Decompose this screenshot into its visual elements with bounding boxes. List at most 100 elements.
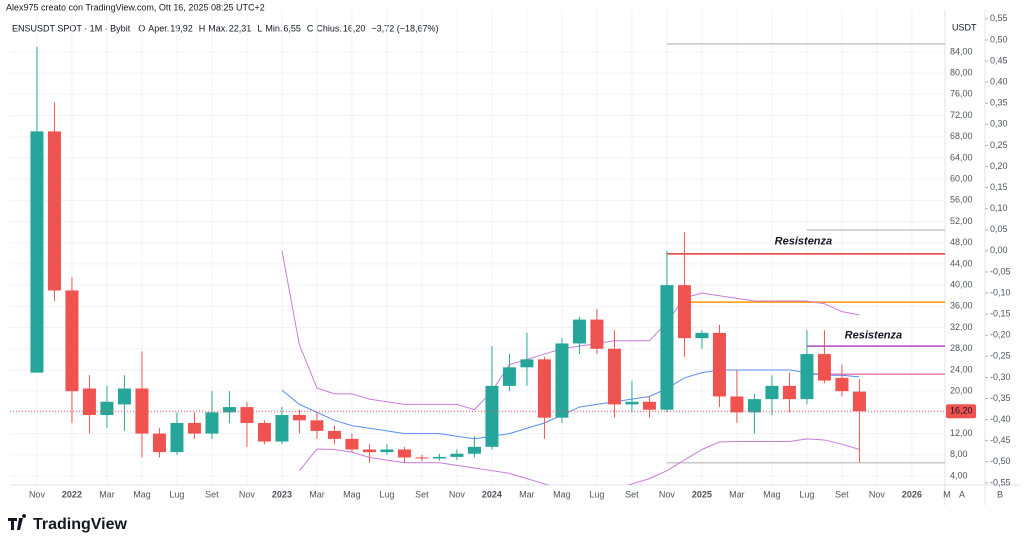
legend-text: Max.	[208, 23, 228, 33]
x-tick-label: Mar	[519, 489, 535, 499]
x-tick-label: Set	[415, 489, 429, 499]
candle-body	[152, 433, 166, 453]
x-tick-label: Lug	[379, 489, 394, 499]
candle-body	[275, 415, 289, 442]
candle-body	[572, 319, 586, 344]
candle-body	[380, 449, 394, 453]
candle-body	[222, 407, 236, 413]
legend-text: Min.	[265, 23, 282, 33]
candle-body	[65, 290, 79, 392]
y-tick-label: 68,00	[950, 131, 973, 141]
y-tick-label: 64,00	[950, 152, 973, 162]
y2-tick-label: -0,50	[990, 456, 1011, 466]
indicator-line	[299, 438, 860, 485]
legend-text: 22,31	[229, 23, 252, 33]
x-tick-label: Mar	[99, 489, 115, 499]
y-tick-label: 32,00	[950, 322, 973, 332]
candle-body	[362, 449, 376, 453]
candle-body	[712, 332, 726, 397]
x-tick-label: Lug	[589, 489, 604, 499]
candle-body	[852, 391, 866, 412]
legend-text: Aper.	[148, 23, 169, 33]
credit: Alex975 creato con TradingView.com, Ott …	[6, 2, 265, 12]
candle-body	[205, 412, 219, 434]
last-price-label: 16,20	[950, 406, 973, 416]
grid	[10, 10, 945, 485]
annotation: Resistenza	[845, 329, 902, 341]
x-tick-label: 2023	[272, 489, 292, 499]
x-tick-label: Mag	[553, 489, 571, 499]
y2-tick-label: 0,55	[990, 13, 1008, 23]
candle-body	[765, 385, 779, 400]
x-tick-label: Mag	[763, 489, 781, 499]
y-tick-label: 44,00	[950, 258, 973, 268]
y2-tick-label: 0,40	[990, 77, 1008, 87]
candle-body	[310, 420, 324, 431]
y2-tick-label: 0,00	[990, 245, 1008, 255]
y-tick-label: 12,00	[950, 428, 973, 438]
candle-body	[695, 332, 709, 339]
currency: USDT	[952, 22, 977, 32]
legend-text: C	[307, 23, 314, 33]
y2-tick-label: 0,30	[990, 119, 1008, 129]
y-tick-label: 4,00	[950, 470, 968, 480]
candle-body	[240, 407, 254, 423]
corner-button: B	[997, 489, 1003, 499]
y-tick-label: 56,00	[950, 195, 973, 205]
candle-body	[257, 422, 271, 442]
candle-body	[747, 399, 761, 413]
x-tick-label: Lug	[799, 489, 814, 499]
candle-body	[590, 319, 604, 349]
candle-body	[415, 457, 429, 459]
last-price-box	[946, 404, 976, 419]
candle-body	[607, 348, 621, 405]
candle-body	[660, 285, 674, 410]
candle-body	[397, 449, 411, 458]
y-tick-label: 24,00	[950, 364, 973, 374]
y2-tick-label: 0,10	[990, 203, 1008, 213]
x-tick-label: Nov	[869, 489, 886, 499]
x-tick-label: 2022	[62, 489, 82, 499]
candle-body	[432, 456, 446, 459]
candle-body	[642, 401, 656, 410]
legend-text: L	[257, 23, 262, 33]
candle-body	[135, 388, 149, 434]
candle-body	[327, 430, 341, 439]
y-tick-label: 72,00	[950, 110, 973, 120]
x-tick-label: 2026	[902, 489, 922, 499]
y2-tick-label: -0,15	[990, 309, 1011, 319]
indicator-line	[281, 369, 860, 440]
y2-tick-label: 0,45	[990, 55, 1008, 65]
y-tick-label: 36,00	[950, 301, 973, 311]
y2-tick-label: -0,10	[990, 287, 1011, 297]
candle-body	[345, 438, 359, 450]
y2-tick-label: 0,20	[990, 161, 1008, 171]
axes: 4,008,0012,0016,0020,0024,0028,0032,0036…	[29, 13, 1011, 499]
candle-body	[520, 359, 534, 368]
corner-button: A	[959, 489, 965, 499]
candle-body	[555, 343, 569, 418]
legend-text: −3,72 (−18,67%)	[371, 23, 438, 33]
plot	[10, 43, 945, 485]
y-tick-label: 48,00	[950, 237, 973, 247]
y2-tick-label: -0,05	[990, 266, 1011, 276]
candle-body	[82, 388, 96, 416]
candle-body	[625, 401, 639, 405]
y2-tick-label: 0,25	[990, 140, 1008, 150]
legend-text: H	[199, 23, 206, 33]
x-tick-label: M	[943, 489, 951, 499]
legend-text: Chius.	[316, 23, 342, 33]
y-tick-label: 28,00	[950, 343, 973, 353]
logo: TradingView	[8, 514, 128, 533]
indicator-line	[281, 250, 860, 411]
candle-body	[782, 385, 796, 400]
candle-body	[187, 422, 201, 434]
y-tick-label: 84,00	[950, 46, 973, 56]
x-tick-label: Mar	[309, 489, 325, 499]
annotation: Resistenza	[775, 236, 832, 248]
y2-tick-label: -0,45	[990, 435, 1011, 445]
candle-body	[502, 367, 516, 386]
y2-tick-label: 0,15	[990, 182, 1008, 192]
x-tick-label: Lug	[169, 489, 184, 499]
